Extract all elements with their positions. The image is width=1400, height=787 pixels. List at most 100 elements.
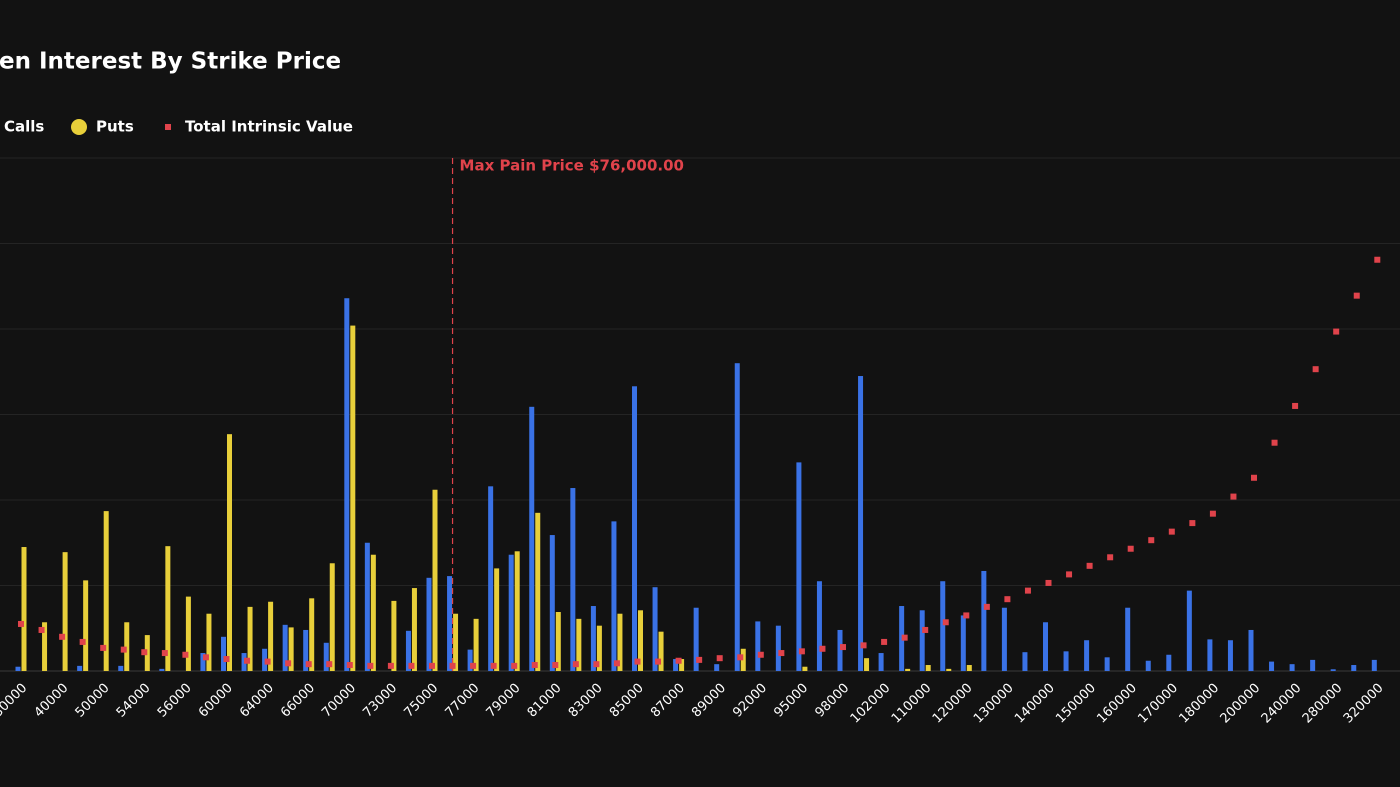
scatter-point xyxy=(1189,520,1196,527)
bar xyxy=(1063,651,1069,671)
scatter-point xyxy=(655,658,662,665)
scatter-point xyxy=(1230,493,1237,500)
scatter-point xyxy=(1251,474,1257,481)
x-tick-label: 130000 xyxy=(971,681,1017,727)
bar xyxy=(1186,590,1192,671)
bar xyxy=(453,613,459,671)
bar xyxy=(632,386,637,671)
scatter-point xyxy=(1209,510,1216,517)
bar xyxy=(364,542,370,671)
x-tick-label: 92000 xyxy=(730,681,770,721)
scatter-point xyxy=(983,603,990,610)
bar xyxy=(159,668,165,671)
x-tick-label: 170000 xyxy=(1135,681,1181,727)
bar xyxy=(1289,664,1295,671)
x-tick-label: 120000 xyxy=(930,681,976,727)
scatter-point xyxy=(120,646,127,653)
bar xyxy=(83,580,89,671)
scatter-point xyxy=(1271,439,1278,446)
bar xyxy=(981,570,987,671)
bar xyxy=(329,563,335,671)
legend-label: Total Intrinsic Value xyxy=(185,118,353,136)
bar xyxy=(447,576,453,671)
bar xyxy=(344,298,350,671)
scatter-point xyxy=(1148,537,1155,544)
scatter-point xyxy=(819,645,826,652)
scatter-point xyxy=(1353,292,1360,299)
bar xyxy=(1351,665,1357,671)
scatter-point xyxy=(470,662,477,669)
bar xyxy=(802,666,808,671)
bar xyxy=(303,629,309,671)
scatter-point xyxy=(285,660,292,667)
bar xyxy=(714,664,720,671)
scatter-point xyxy=(387,662,394,669)
bar xyxy=(878,653,884,671)
x-tick-label: 200000 xyxy=(1218,681,1264,727)
bar xyxy=(1125,607,1131,671)
bar xyxy=(1043,622,1048,671)
bar xyxy=(1001,607,1007,671)
scatter-point xyxy=(675,657,682,664)
bar xyxy=(21,547,27,671)
bar xyxy=(488,486,494,671)
bar xyxy=(206,613,212,671)
legend-label: Calls xyxy=(4,118,44,136)
x-tick-label: 98000 xyxy=(812,681,852,721)
bar xyxy=(1248,629,1254,671)
x-tick-label: 240000 xyxy=(1259,681,1305,727)
scatter-point xyxy=(1312,366,1319,373)
bar xyxy=(1084,640,1090,671)
scatter-point xyxy=(38,626,45,633)
bar xyxy=(596,625,602,671)
bar xyxy=(816,581,822,671)
bar xyxy=(221,636,226,671)
bar xyxy=(905,668,911,671)
bar xyxy=(370,554,376,671)
bar xyxy=(693,607,699,671)
scatter-point xyxy=(778,650,785,657)
scatter-point xyxy=(737,654,744,661)
x-tick-label: 160000 xyxy=(1094,681,1140,727)
bar xyxy=(576,618,582,671)
x-tick-label: 54000 xyxy=(114,681,154,721)
scatter-point xyxy=(572,661,579,668)
bar xyxy=(514,551,520,671)
legend-label: Puts xyxy=(96,118,134,136)
bar xyxy=(617,613,623,671)
bar xyxy=(940,581,946,671)
bar xyxy=(1166,654,1172,671)
bar xyxy=(775,625,781,671)
scatter-point xyxy=(860,642,867,649)
bar xyxy=(432,489,438,671)
bar xyxy=(309,598,315,671)
bar xyxy=(535,512,541,671)
scatter-point xyxy=(1168,528,1175,535)
scatter-point xyxy=(1024,587,1031,594)
x-tick-label: 66000 xyxy=(278,681,318,721)
bar xyxy=(549,535,555,671)
scatter-point xyxy=(531,662,538,669)
bar xyxy=(1022,652,1028,671)
bar xyxy=(288,627,294,671)
bar xyxy=(570,488,576,671)
bar xyxy=(837,629,843,671)
scatter-point xyxy=(1086,562,1093,569)
bar xyxy=(673,659,679,671)
x-tick-label: 95000 xyxy=(771,681,811,721)
scatter-point xyxy=(100,644,107,651)
scatter-point xyxy=(716,655,723,662)
scatter-point xyxy=(942,619,949,626)
scatter-point xyxy=(326,661,333,668)
x-tick-label: 180000 xyxy=(1176,681,1222,727)
bar xyxy=(391,600,397,671)
bar xyxy=(919,610,925,671)
bar xyxy=(15,666,21,671)
scatter-point xyxy=(593,661,600,668)
bar xyxy=(1330,669,1336,671)
scatter-point xyxy=(1107,554,1114,561)
x-tick-label: 110000 xyxy=(889,681,935,727)
bar xyxy=(1269,661,1275,671)
